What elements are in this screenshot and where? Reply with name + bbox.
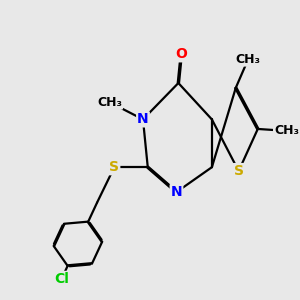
Text: S: S <box>234 164 244 178</box>
Text: N: N <box>171 185 182 199</box>
Text: Cl: Cl <box>54 272 69 286</box>
Text: CH₃: CH₃ <box>97 96 122 109</box>
Text: S: S <box>109 160 119 174</box>
Text: CH₃: CH₃ <box>274 124 299 137</box>
Text: O: O <box>175 47 187 61</box>
Text: N: N <box>137 112 149 126</box>
Text: CH₃: CH₃ <box>236 52 261 66</box>
